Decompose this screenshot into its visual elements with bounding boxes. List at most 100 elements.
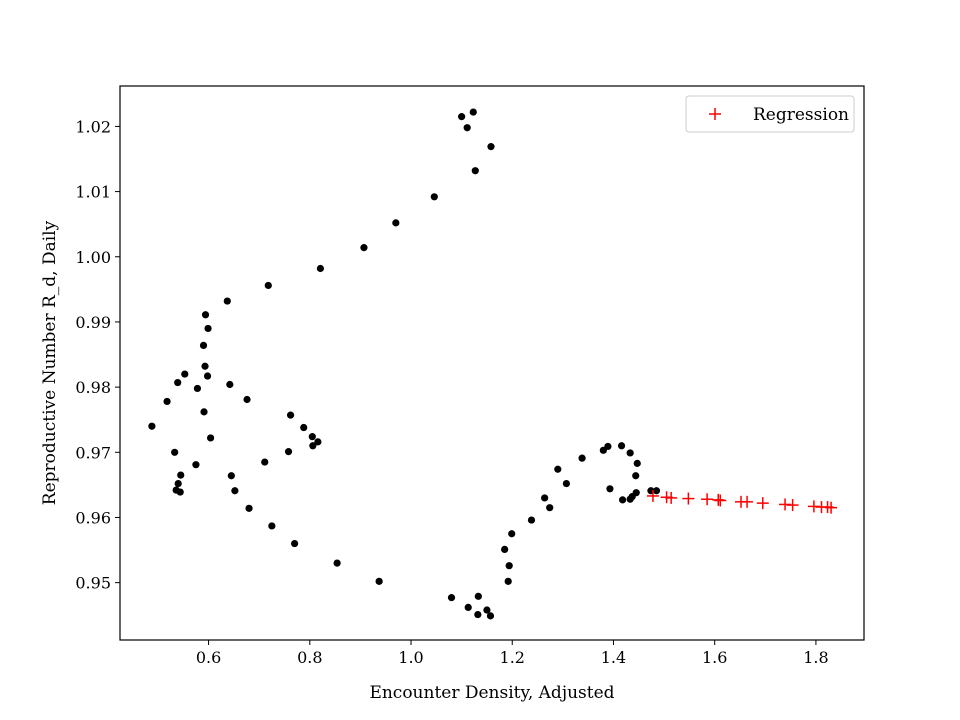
data-point	[606, 485, 614, 493]
data-point	[469, 108, 477, 116]
x-tick-label: 0.6	[196, 648, 221, 667]
regression-point	[825, 501, 838, 514]
data-point	[487, 143, 495, 151]
x-tick-label: 1.0	[398, 648, 423, 667]
data-point	[286, 411, 295, 419]
x-tick-label: 1.6	[702, 648, 727, 667]
data-point	[148, 422, 156, 430]
data-point	[618, 496, 627, 504]
data-point	[316, 264, 325, 273]
data-point	[231, 487, 239, 495]
data-point	[333, 559, 341, 567]
x-tick-label: 1.4	[601, 648, 626, 667]
data-point	[633, 459, 641, 467]
data-point	[652, 487, 661, 495]
data-point	[300, 423, 308, 432]
data-point	[308, 433, 316, 441]
y-tick-label: 1.01	[75, 183, 111, 202]
data-point	[309, 442, 317, 450]
data-point	[284, 448, 293, 456]
y-tick-label: 1.00	[75, 248, 111, 267]
legend-marker-plus-icon	[709, 108, 721, 120]
data-point	[505, 562, 513, 570]
data-point	[501, 545, 509, 554]
data-point	[527, 516, 536, 524]
regression-point	[701, 493, 714, 506]
regression-point	[665, 491, 678, 504]
regression-point	[786, 499, 799, 512]
data-point	[206, 434, 215, 442]
data-point	[176, 488, 184, 496]
data-point	[486, 612, 495, 620]
data-point	[360, 244, 368, 252]
legend-box	[685, 95, 855, 133]
data-point	[463, 124, 471, 132]
y-tick-label: 0.96	[75, 508, 111, 527]
x-tick-label: 1.2	[500, 648, 525, 667]
data-point	[626, 449, 634, 457]
data-point	[245, 504, 253, 512]
y-tick-label: 0.98	[75, 378, 111, 397]
regression-point	[741, 495, 754, 508]
data-point	[504, 577, 512, 585]
data-point	[199, 341, 208, 350]
data-point	[483, 606, 491, 614]
data-point	[203, 372, 212, 380]
data-point	[227, 472, 235, 480]
data-point	[430, 193, 438, 201]
data-point	[458, 113, 466, 121]
data-point	[226, 380, 234, 389]
y-tick-label: 0.99	[75, 313, 111, 332]
data-point	[562, 479, 571, 488]
data-point	[314, 438, 322, 446]
data-point	[268, 522, 276, 530]
regression-point	[682, 492, 695, 505]
data-point	[632, 472, 640, 480]
regression-point	[646, 489, 659, 502]
data-point	[264, 281, 272, 290]
data-point	[578, 454, 586, 462]
data-point	[261, 458, 269, 466]
data-point	[193, 384, 202, 393]
y-tick-label: 1.02	[75, 117, 111, 136]
legend: Regression	[685, 95, 855, 133]
data-point	[617, 442, 626, 450]
data-point	[200, 408, 208, 416]
data-point	[192, 461, 200, 469]
regression-point	[714, 494, 727, 507]
data-point	[508, 530, 516, 538]
x-tick-label: 1.8	[803, 648, 828, 667]
data-point	[223, 297, 231, 305]
data-point	[554, 465, 562, 473]
data-point	[171, 448, 179, 456]
data-points	[148, 108, 838, 620]
data-point	[604, 442, 612, 451]
x-axis-label: Encounter Density, Adjusted	[369, 683, 614, 703]
y-tick-label: 0.97	[75, 443, 111, 462]
data-point	[201, 311, 210, 319]
x-tick-label: 0.8	[297, 648, 322, 667]
data-point	[243, 395, 251, 404]
data-point	[632, 489, 640, 497]
data-point	[204, 324, 212, 333]
data-point	[447, 594, 456, 602]
data-point	[174, 479, 182, 488]
data-point	[375, 577, 383, 585]
legend-entry-regression: Regression	[753, 105, 849, 125]
regression-point	[756, 497, 769, 510]
data-point	[392, 219, 400, 227]
data-point	[163, 397, 171, 406]
y-tick-label: 0.95	[75, 574, 111, 593]
data-point	[474, 592, 482, 600]
data-point	[174, 378, 182, 387]
data-point	[546, 504, 554, 512]
plot-area-frame	[119, 85, 865, 641]
data-point	[464, 603, 472, 612]
axis-ticks: 0.6 0.8 1.0 1.2 1.4 1.6 1.8 0.95 0.96 0.97 0.98 0.9…	[75, 117, 828, 667]
data-point	[474, 610, 482, 619]
y-axis-label: Reproductive Number R_d, Daily	[40, 220, 60, 505]
data-point	[471, 167, 479, 175]
data-point	[291, 539, 299, 548]
